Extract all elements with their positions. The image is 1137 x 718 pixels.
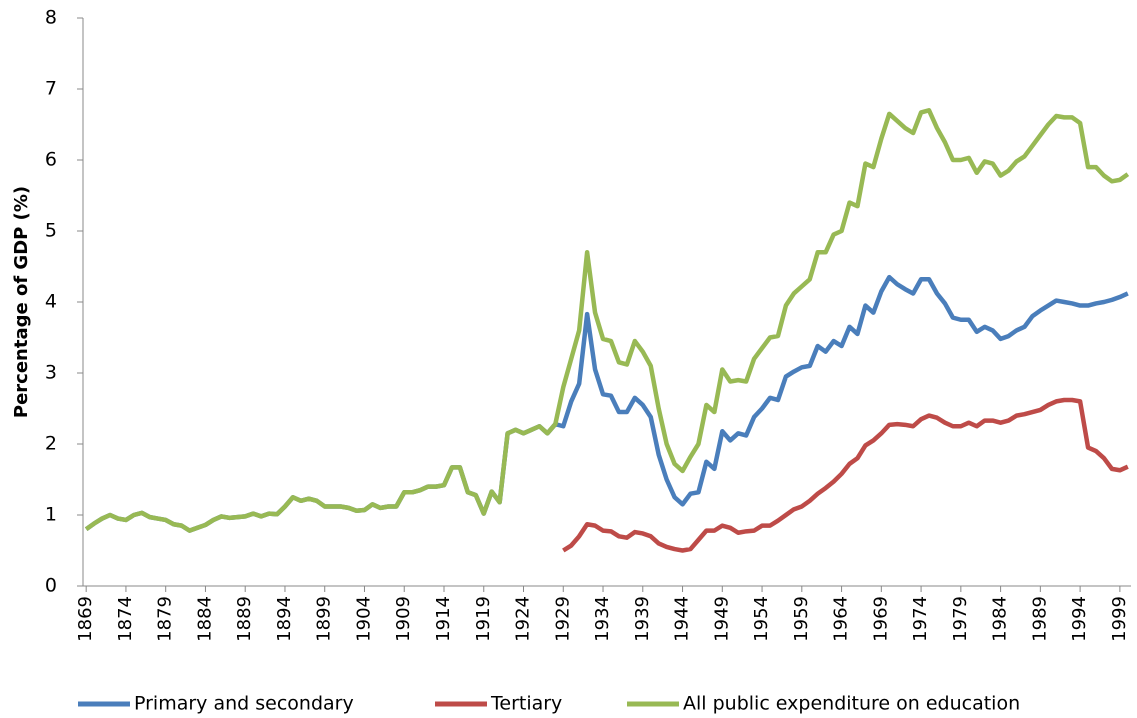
y-tick-label: 3 [45,362,57,384]
x-tick-label: 1904 [353,596,374,642]
x-tick-label: 1964 [831,596,852,642]
y-tick-label: 4 [45,291,57,313]
x-tick-label: 1934 [592,596,613,642]
x-tick-label: 1999 [1109,596,1130,642]
y-tick-label: 5 [45,220,57,242]
legend-label: Tertiary [490,693,562,715]
series-line [562,397,1129,553]
x-tick-label: 1924 [513,596,534,642]
series-line [84,108,1130,533]
x-tick-label: 1969 [870,596,891,642]
y-axis-label: Percentage of GDP (%) [11,186,32,418]
x-tick-label: 1889 [234,596,255,642]
x-tick-label: 1989 [1029,596,1050,642]
x-tick-label: 1959 [791,596,812,642]
x-tick-label: 1914 [433,596,454,642]
y-tick-label: 8 [45,7,57,29]
x-tick-label: 1909 [393,596,414,642]
x-tick-label: 1879 [155,596,176,642]
x-tick-label: 1984 [990,596,1011,642]
y-tick-label: 0 [45,575,57,597]
series-line [84,274,1129,533]
y-tick-label: 1 [45,504,57,526]
x-tick-label: 1974 [910,596,931,642]
x-tick-label: 1954 [751,596,772,642]
x-tick-label: 1899 [314,596,335,642]
x-tick-label: 1894 [274,596,295,642]
x-tick-label: 1919 [473,596,494,642]
x-tick-label: 1874 [115,596,136,642]
x-tick-label: 1944 [672,596,693,642]
x-tick-label: 1994 [1069,596,1090,642]
y-tick-label: 7 [45,78,57,100]
y-tick-label: 6 [45,149,57,171]
x-tick-label: 1949 [711,596,732,642]
x-tick-label: 1869 [75,596,96,642]
x-tick-label: 1979 [950,596,971,642]
legend-label: Primary and secondary [134,693,354,715]
y-tick-label: 2 [45,433,57,455]
x-tick-label: 1884 [194,596,215,642]
x-tick-label: 1929 [552,596,573,642]
x-tick-label: 1939 [632,596,653,642]
legend-label: All public expenditure on education [683,693,1020,715]
